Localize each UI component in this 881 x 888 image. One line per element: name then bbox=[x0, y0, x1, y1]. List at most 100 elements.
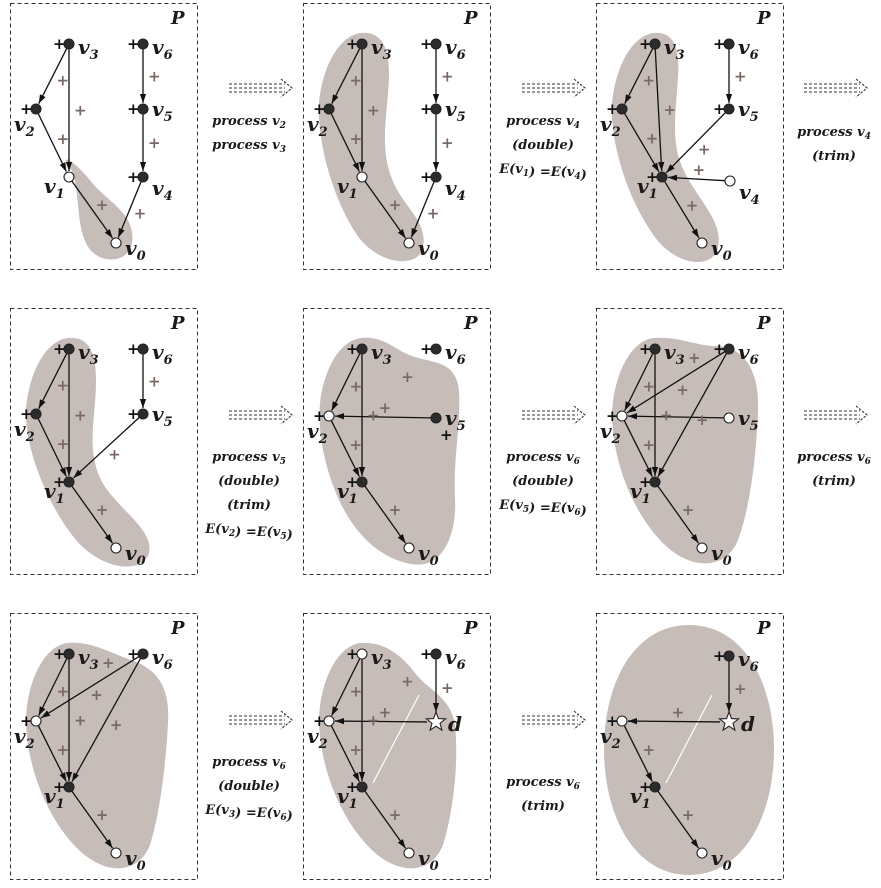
node-sign-v2: + bbox=[20, 100, 33, 118]
edge-v5-v2 bbox=[627, 413, 725, 420]
label-v2-p7: v2 bbox=[14, 724, 35, 752]
label-v2-p9: v2 bbox=[600, 724, 621, 752]
node-v0 bbox=[403, 847, 415, 859]
frame-label-p: P bbox=[170, 313, 185, 334]
node-v0 bbox=[696, 847, 708, 859]
edge-v1-v0 bbox=[664, 180, 700, 239]
edge-v1-v0 bbox=[71, 180, 114, 239]
node-v1 bbox=[649, 781, 661, 793]
label-v3-p2: v3 bbox=[371, 35, 392, 63]
edge-v2-v1 bbox=[623, 112, 660, 173]
caption-line: (double) bbox=[218, 779, 280, 794]
node-v2 bbox=[30, 715, 42, 727]
edge-sign: + bbox=[688, 349, 701, 367]
edge-sign: + bbox=[389, 806, 402, 824]
node-sign-v2: + bbox=[606, 407, 619, 425]
label-v6-p5: v6 bbox=[445, 340, 466, 368]
edge-sign: + bbox=[74, 712, 87, 730]
caption-line: (double) bbox=[218, 474, 280, 489]
label-d-p8: d bbox=[448, 712, 462, 736]
edge-v1-v0 bbox=[657, 485, 700, 544]
node-sign-v3: + bbox=[53, 35, 66, 53]
node-v6 bbox=[430, 343, 442, 355]
edge-v2-v1 bbox=[37, 418, 67, 477]
node-sign-v3: + bbox=[639, 35, 652, 53]
node-v2 bbox=[30, 103, 42, 115]
edge-sign: + bbox=[682, 806, 695, 824]
node-v0 bbox=[110, 847, 122, 859]
caption-line: (double) bbox=[512, 138, 574, 153]
cut-line bbox=[372, 694, 420, 784]
edge-sign: + bbox=[57, 377, 70, 395]
edge-sign: + bbox=[682, 501, 695, 519]
label-v0-p1: v0 bbox=[125, 236, 146, 264]
node-v6 bbox=[137, 343, 149, 355]
node-v4 bbox=[724, 175, 736, 187]
node-v3 bbox=[356, 343, 368, 355]
label-v3-p8: v3 bbox=[371, 645, 392, 673]
cut-line bbox=[665, 694, 713, 784]
edge-sign: + bbox=[367, 712, 380, 730]
edge-sign: + bbox=[90, 686, 103, 704]
edge-sign: + bbox=[350, 436, 363, 454]
edge-v6-v1 bbox=[657, 353, 728, 478]
node-v6 bbox=[137, 648, 149, 660]
node-v2 bbox=[323, 103, 335, 115]
panel-frame bbox=[10, 3, 198, 270]
node-sign-v1: + bbox=[639, 473, 652, 491]
node-v1 bbox=[356, 171, 368, 183]
node-sign-v3: + bbox=[53, 340, 66, 358]
node-sign-v1: + bbox=[639, 778, 652, 796]
node-v2 bbox=[616, 715, 628, 727]
caption-line: process v6 bbox=[506, 775, 581, 792]
edge-sign: + bbox=[57, 72, 70, 90]
label-v0-p6: v0 bbox=[711, 541, 732, 569]
node-sign-v2: + bbox=[313, 407, 326, 425]
label-v0-p4: v0 bbox=[125, 541, 146, 569]
edge-sign: + bbox=[148, 134, 161, 152]
node-sign-v2: + bbox=[313, 100, 326, 118]
label-v2-p4: v2 bbox=[14, 417, 35, 445]
panel-frame bbox=[303, 613, 491, 880]
transition-arrow-1 bbox=[229, 78, 293, 98]
label-v6-p7: v6 bbox=[152, 645, 173, 673]
edge-sign: + bbox=[134, 204, 147, 222]
caption-line: (trim) bbox=[812, 474, 856, 489]
panel-frame bbox=[303, 3, 491, 270]
caption-line: (trim) bbox=[812, 149, 856, 164]
node-v3 bbox=[63, 343, 75, 355]
node-sign-v5: + bbox=[127, 405, 140, 423]
frame-label-p: P bbox=[170, 8, 185, 29]
node-sign-v4: + bbox=[127, 168, 140, 186]
label-v0-p5: v0 bbox=[418, 541, 439, 569]
edge-v3-v2 bbox=[331, 658, 361, 716]
edge-v1-v0 bbox=[71, 485, 114, 544]
node-sign-v6: + bbox=[127, 340, 140, 358]
label-v6-p8: v6 bbox=[445, 645, 466, 673]
transition-arrow-6 bbox=[804, 405, 868, 425]
edge-sign: + bbox=[102, 654, 115, 672]
label-v3-p6: v3 bbox=[664, 340, 685, 368]
edge-sign: + bbox=[441, 679, 454, 697]
edge-sign: + bbox=[379, 399, 392, 417]
edge-v4-v0 bbox=[410, 181, 435, 238]
edge-v2-v1 bbox=[37, 725, 67, 782]
caption-line: process v2 bbox=[212, 114, 286, 131]
edge-sign: + bbox=[350, 683, 363, 701]
edge-sign: + bbox=[350, 130, 363, 148]
node-sign-v6: + bbox=[420, 35, 433, 53]
label-d-p9: d bbox=[741, 712, 755, 736]
label-v2-p2: v2 bbox=[307, 112, 328, 140]
edge-sign: + bbox=[367, 102, 380, 120]
edge-v4-v1 bbox=[667, 174, 726, 182]
frame-label-p: P bbox=[463, 313, 478, 334]
edge-v3-v2 bbox=[624, 48, 654, 104]
node-sign-v1: + bbox=[346, 778, 359, 796]
edge-sign: + bbox=[350, 72, 363, 90]
caption-line: (trim) bbox=[227, 498, 271, 513]
node-sign-v6: + bbox=[713, 340, 726, 358]
node-v0 bbox=[110, 542, 122, 554]
label-v0-p8: v0 bbox=[418, 846, 439, 874]
label-v1-p6: v1 bbox=[630, 479, 651, 507]
